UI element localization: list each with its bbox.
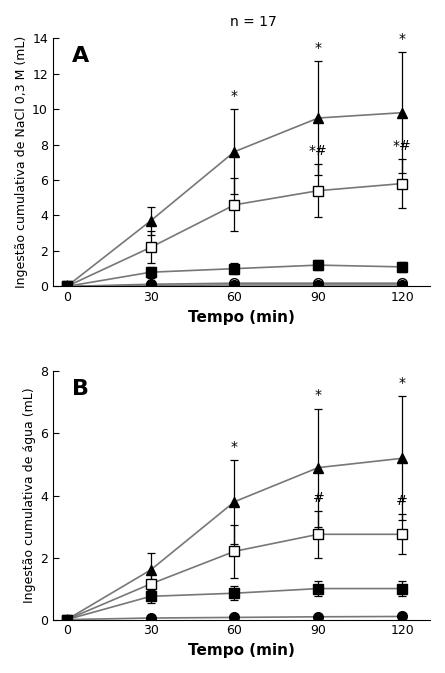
Text: A: A (72, 46, 89, 66)
Y-axis label: Ingestão cumulativa de NaCl 0,3 M (mL): Ingestão cumulativa de NaCl 0,3 M (mL) (15, 36, 28, 289)
Text: B: B (72, 379, 89, 399)
Text: *: * (315, 41, 322, 55)
Text: *#: *# (392, 139, 412, 153)
Text: *: * (231, 89, 238, 103)
Text: *: * (315, 388, 322, 402)
Text: *#: *# (309, 144, 328, 158)
Text: *: * (399, 376, 405, 390)
Text: #: # (312, 491, 324, 505)
Text: n = 17: n = 17 (230, 15, 277, 29)
Text: *: * (231, 439, 238, 454)
Text: #: # (396, 494, 408, 508)
X-axis label: Tempo (min): Tempo (min) (188, 643, 295, 658)
X-axis label: Tempo (min): Tempo (min) (188, 310, 295, 325)
Y-axis label: Ingestão cumulativa de água (mL): Ingestão cumulativa de água (mL) (23, 388, 36, 603)
Text: *: * (399, 32, 405, 46)
